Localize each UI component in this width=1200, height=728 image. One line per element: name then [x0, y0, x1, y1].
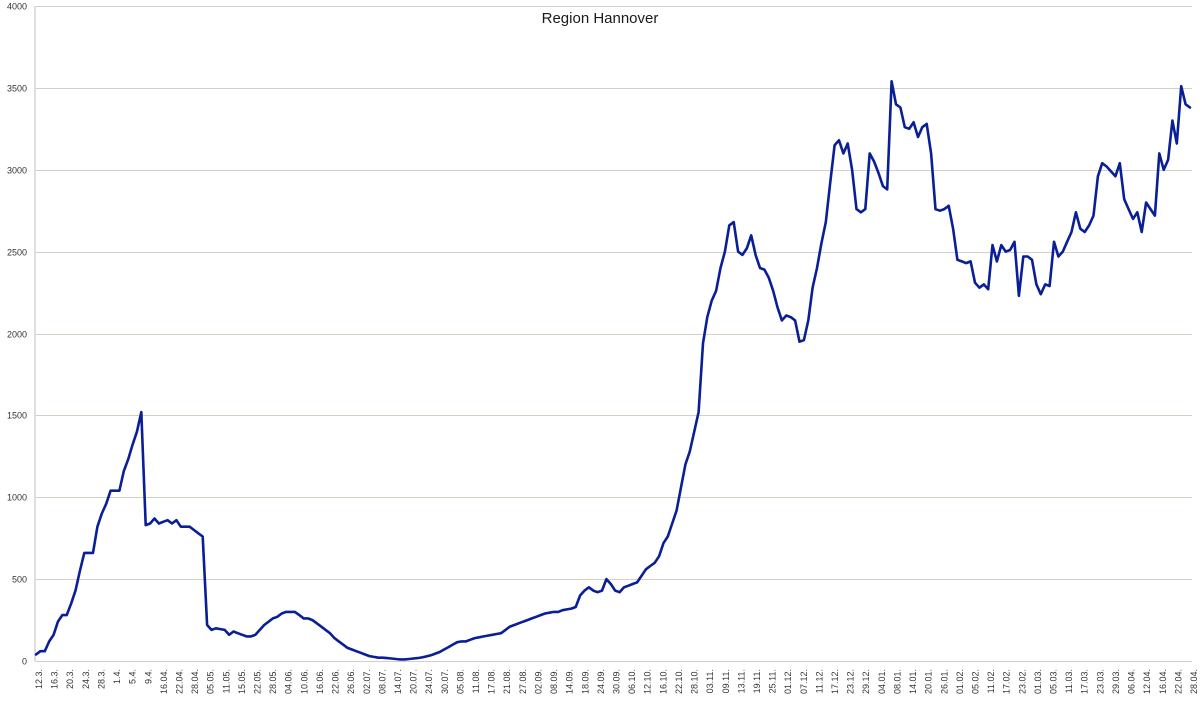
x-tick-label: 28.04. [190, 669, 200, 694]
x-tick-label: 17.08. [487, 669, 497, 694]
x-tick-label: 17.02. [1002, 669, 1012, 694]
x-tick-label: 24.09. [596, 669, 606, 694]
x-tick-label: 26.01. [939, 669, 949, 694]
x-tick-label: 03.11. [705, 669, 715, 693]
x-tick-label: 25.11. [768, 669, 778, 693]
y-tick-label: 0 [22, 657, 27, 667]
x-tick-label: 19.11. [752, 669, 762, 693]
x-tick-label: 04.01. [877, 669, 887, 694]
x-tick-label: 29.12. [861, 669, 871, 694]
x-tick-label: 16.04. [1158, 669, 1168, 694]
x-tick-label: 01.12. [783, 669, 793, 694]
x-tick-label: 30.09. [612, 669, 622, 694]
x-tick-label: 24.3. [81, 669, 91, 689]
x-tick-label: 05.08. [455, 669, 465, 694]
x-tick-label: 14.07. [393, 669, 403, 694]
x-tick-label: 16.3. [50, 669, 60, 689]
y-tick-label: 2000 [7, 330, 27, 340]
x-tick-label: 12.3. [34, 669, 44, 689]
x-tick-label: 11.02. [986, 669, 996, 693]
x-tick-label: 11.12. [814, 669, 824, 693]
x-tick-label: 20.3. [65, 669, 75, 689]
x-tick-label: 28.3. [96, 669, 106, 689]
x-tick-label: 28.10. [690, 669, 700, 694]
x-tick-label: 10.06. [299, 669, 309, 694]
chart-title: Region Hannover [541, 10, 659, 27]
x-tick-label: 13.11. [736, 669, 746, 693]
x-tick-label: 09.11. [721, 669, 731, 693]
x-tick-label: 05.02. [971, 669, 981, 694]
x-tick-label: 23.03. [1095, 669, 1105, 694]
x-tick-label: 08.09. [549, 669, 559, 694]
x-tick-label: 29.03. [1111, 669, 1121, 694]
x-tick-label: 05.03. [1049, 669, 1059, 694]
x-tick-label: 18.09. [580, 669, 590, 694]
x-tick-label: 9.4. [143, 669, 153, 684]
y-tick-label: 1500 [7, 411, 27, 421]
x-tick-label: 22.04. [175, 669, 185, 694]
x-tick-label: 22.04. [1173, 669, 1183, 694]
x-tick-label: 16.04. [159, 669, 169, 694]
x-tick-label: 15.05. [237, 669, 247, 694]
x-tick-label: 28.04. [1189, 669, 1199, 694]
x-tick-label: 02.07. [362, 669, 372, 694]
x-tick-label: 11.05. [221, 669, 231, 693]
y-tick-label: 1000 [7, 493, 27, 503]
x-tick-label: 21.08. [502, 669, 512, 694]
x-tick-label: 27.08. [518, 669, 528, 694]
x-tick-label: 06.10. [627, 669, 637, 694]
y-tick-label: 2500 [7, 248, 27, 258]
x-tick-label: 23.12. [846, 669, 856, 694]
x-tick-label: 08.01. [892, 669, 902, 694]
x-tick-label: 22.06. [331, 669, 341, 694]
x-tick-label: 20.01. [924, 669, 934, 694]
x-tick-label: 12.10. [643, 669, 653, 694]
x-tick-label: 01.03. [1033, 669, 1043, 694]
x-tick-label: 11.03. [1064, 669, 1074, 693]
x-tick-label: 24.07. [424, 669, 434, 694]
x-tick-label: 22.10. [674, 669, 684, 694]
y-tick-label: 500 [12, 575, 27, 585]
x-tick-label: 22.05. [253, 669, 263, 694]
x-tick-label: 04.06. [284, 669, 294, 694]
x-tick-label: 5.4. [128, 669, 138, 684]
x-tick-label: 07.12. [799, 669, 809, 694]
x-tick-label: 06.04. [1127, 669, 1137, 694]
y-tick-label: 4000 [7, 2, 27, 12]
x-tick-label: 01.02. [955, 669, 965, 694]
x-tick-label: 14.01. [908, 669, 918, 694]
x-tick-label: 02.09. [534, 669, 544, 694]
x-tick-label: 26.06. [346, 669, 356, 694]
y-tick-label: 3000 [7, 166, 27, 176]
series-line [34, 80, 1192, 661]
x-tick-label: 16.10. [658, 669, 668, 694]
x-tick-label: 28.05. [268, 669, 278, 694]
x-tick-label: 20.07. [409, 669, 419, 694]
x-tick-label: 05.05. [206, 669, 216, 694]
x-tick-label: 16.06. [315, 669, 325, 694]
y-tick-label: 3500 [7, 84, 27, 94]
x-tick-label: 17.03. [1080, 669, 1090, 694]
x-tick-label: 1.4. [112, 669, 122, 684]
x-tick-label: 23.02. [1017, 669, 1027, 694]
x-tick-label: 30.07. [440, 669, 450, 694]
x-tick-label: 11.08. [471, 669, 481, 693]
x-tick-label: 12.04. [1142, 669, 1152, 694]
x-tick-label: 08.07. [377, 669, 387, 694]
x-tick-label: 14.09. [565, 669, 575, 694]
x-tick-label: 17.12. [830, 669, 840, 694]
